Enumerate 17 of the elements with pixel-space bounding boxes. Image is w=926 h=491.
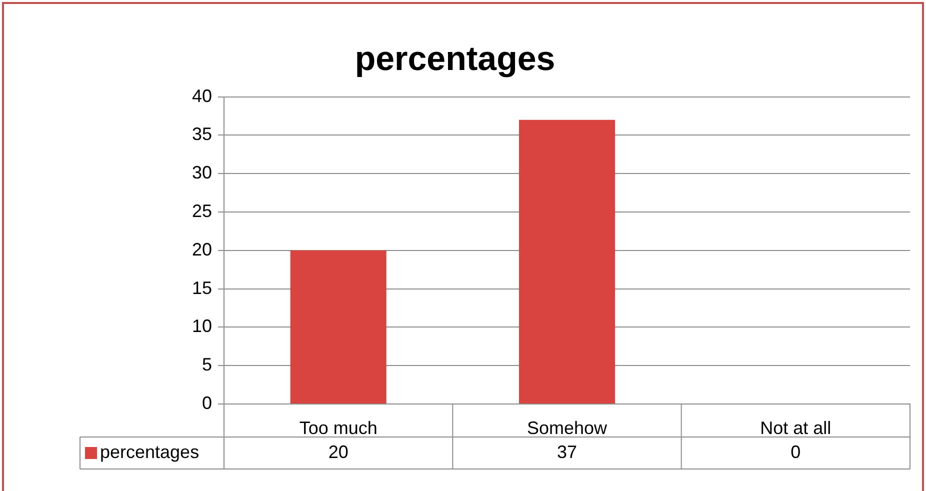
y-tick-label: 5 — [202, 354, 212, 375]
x-tick-label: Somehow — [526, 418, 608, 438]
y-tick-label: 40 — [192, 86, 212, 106]
y-tick-label: 10 — [192, 316, 212, 336]
y-tick-label: 30 — [192, 162, 212, 183]
x-tick-label: Too much — [299, 418, 378, 438]
data-label: 0 — [790, 442, 801, 462]
y-tick-label: 35 — [192, 124, 212, 144]
legend-label: percentages — [100, 442, 200, 462]
chart-title: percentages — [354, 40, 556, 78]
data-label: 37 — [556, 442, 578, 462]
data-label: 20 — [328, 442, 348, 462]
y-tick-label: 0 — [202, 392, 212, 413]
y-tick-label: 15 — [192, 278, 212, 298]
y-tick-label: 20 — [192, 239, 212, 260]
y-tick-label: 25 — [192, 200, 212, 221]
x-tick-label: Not at all — [760, 418, 832, 438]
